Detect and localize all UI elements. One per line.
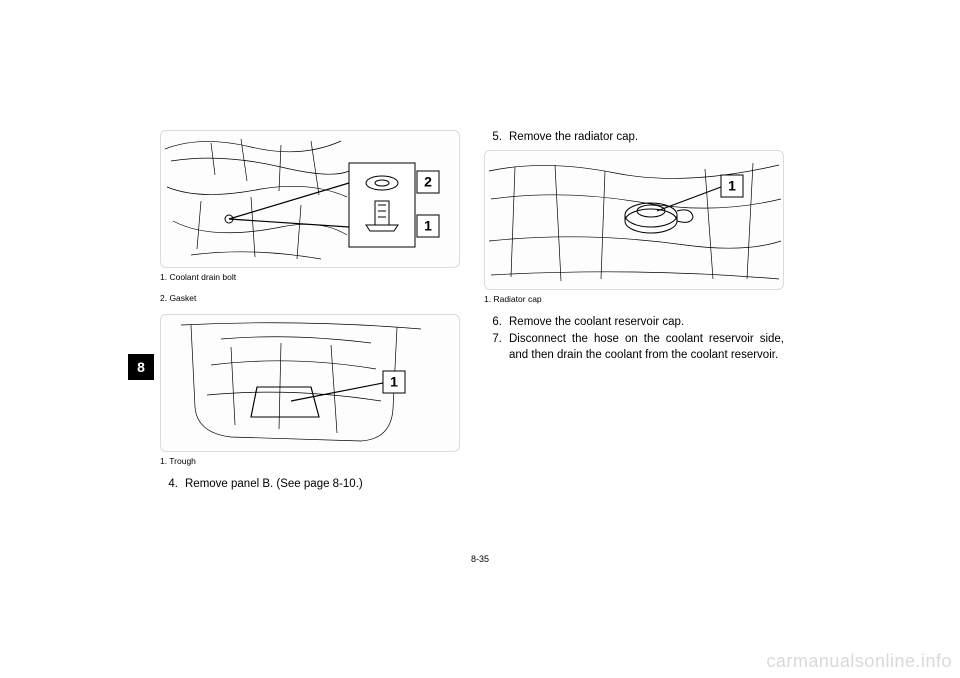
figure-c-caption-1: 1. Radiator cap <box>484 294 784 305</box>
figure-b-svg: 1 <box>161 315 441 451</box>
figure-trough: 1 <box>160 314 460 452</box>
step-6-text: Remove the coolant reservoir cap. <box>509 315 784 331</box>
figure-radiator-cap: 1 <box>484 150 784 290</box>
figure-a-caption-1: 1. Coolant drain bolt <box>160 272 460 283</box>
right-column: 5. Remove the radiator cap. <box>484 130 784 550</box>
step-7-text: Disconnect the hose on the coolant reser… <box>509 332 784 363</box>
callout-2-label: 2 <box>424 174 432 190</box>
figure-coolant-drain-bolt: 2 1 <box>160 130 460 268</box>
step-4-text: Remove panel B. (See page 8-10.) <box>185 477 460 493</box>
figure-a-caption-2: 2. Gasket <box>160 293 460 304</box>
step-6-number: 6. <box>484 315 502 331</box>
figure-b-caption-1: 1. Trough <box>160 456 460 467</box>
page-number: 8-35 <box>0 554 960 564</box>
callout-1-label: 1 <box>424 218 432 234</box>
step-5: 5. Remove the radiator cap. <box>484 130 784 146</box>
content-area: 2 1 1. Coolant drain bolt 2. Gasket <box>160 130 800 550</box>
left-steps: 4. Remove panel B. (See page 8-10.) <box>160 477 460 493</box>
step-6: 6. Remove the coolant reservoir cap. <box>484 315 784 331</box>
right-top-steps: 5. Remove the radiator cap. <box>484 130 784 146</box>
step-7: 7. Disconnect the hose on the coolant re… <box>484 332 784 363</box>
manual-page: 8 <box>0 0 960 678</box>
step-4-number: 4. <box>160 477 178 493</box>
chapter-tab: 8 <box>128 354 154 380</box>
step-5-number: 5. <box>484 130 502 146</box>
callout-radcap-label: 1 <box>728 177 736 193</box>
step-7-number: 7. <box>484 332 502 348</box>
left-column: 2 1 1. Coolant drain bolt 2. Gasket <box>160 130 460 550</box>
watermark: carmanualsonline.info <box>766 651 952 672</box>
step-5-text: Remove the radiator cap. <box>509 130 784 146</box>
figure-a-svg: 2 1 <box>161 131 441 267</box>
figure-c-svg: 1 <box>485 151 784 289</box>
right-bottom-steps: 6. Remove the coolant reservoir cap. 7. … <box>484 315 784 364</box>
callout-trough-label: 1 <box>390 374 398 390</box>
step-4: 4. Remove panel B. (See page 8-10.) <box>160 477 460 493</box>
